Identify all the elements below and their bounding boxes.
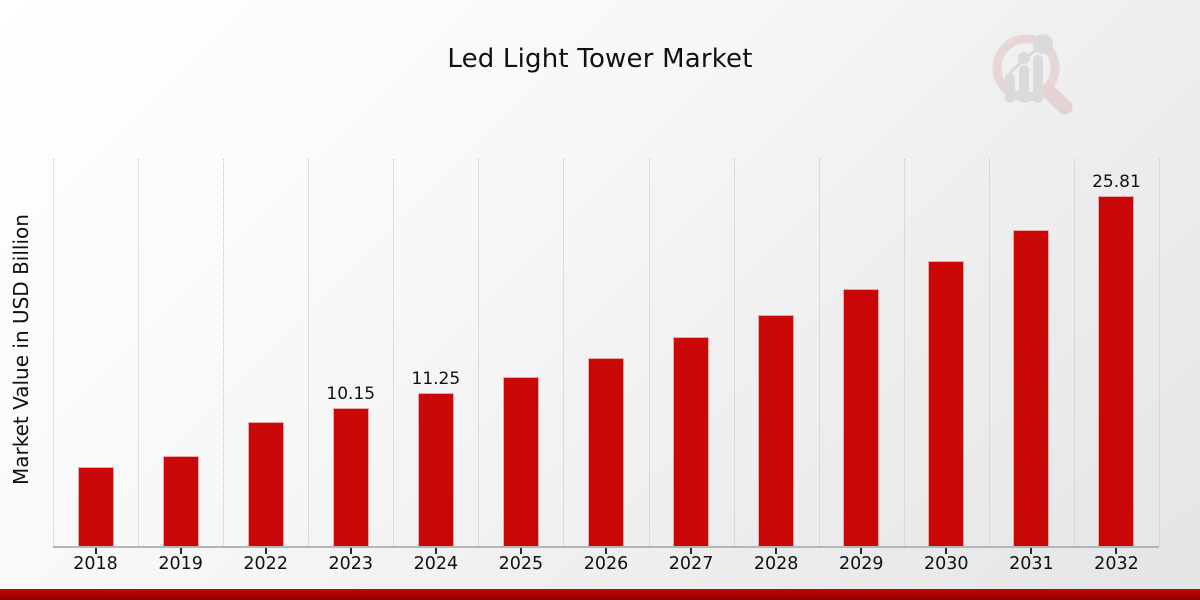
bar-2018 — [77, 467, 114, 546]
bar-2024 — [417, 393, 454, 546]
x-axis-tick — [94, 548, 97, 554]
x-axis-tick — [519, 548, 522, 554]
vertical-gridline — [223, 159, 225, 546]
vertical-gridline — [733, 159, 735, 546]
bar-2022 — [247, 421, 284, 546]
bar-2019 — [162, 455, 199, 546]
vertical-gridline — [478, 159, 480, 546]
bar-2030 — [928, 261, 965, 546]
magnifier-handle-icon — [1040, 83, 1073, 115]
x-axis-tick — [945, 548, 948, 554]
vertical-gridline — [393, 159, 395, 546]
x-axis-tick — [860, 548, 863, 554]
footer-accent-strip — [0, 589, 1200, 600]
vertical-gridline — [53, 159, 54, 546]
vertical-gridline — [1159, 159, 1160, 546]
bar-2023 — [332, 408, 369, 546]
x-axis-tick — [1030, 548, 1033, 554]
bar-2032 — [1098, 195, 1135, 546]
vertical-gridline — [818, 159, 820, 546]
x-tick-label-2027: 2027 — [668, 554, 714, 574]
x-axis-tick — [1115, 548, 1118, 554]
x-tick-label-2030: 2030 — [924, 554, 969, 574]
x-tick-label-2031: 2031 — [1009, 554, 1054, 574]
market-research-future-logo-watermark — [992, 34, 1073, 115]
x-tick-label-2025: 2025 — [498, 554, 544, 574]
x-tick-label-2024: 2024 — [413, 554, 459, 574]
y-axis-label: Market Value in USD Billion — [9, 214, 33, 486]
x-axis-tick — [179, 548, 182, 554]
trend-dot-large-icon — [1033, 34, 1053, 54]
bar-2025 — [502, 376, 539, 546]
x-tick-label-2023: 2023 — [328, 554, 374, 574]
x-tick-label-2018: 2018 — [73, 554, 118, 574]
bar-chart-bar1-icon — [1005, 73, 1015, 103]
bar-value-label-2024: 11.25 — [411, 369, 461, 390]
x-axis-tick — [690, 548, 693, 554]
bar-2028 — [758, 314, 795, 546]
x-tick-label-2029: 2029 — [838, 554, 884, 574]
bar-value-label-2032: 25.81 — [1092, 171, 1141, 192]
vertical-gridline — [988, 159, 990, 546]
plot-area: 2018 2019 2022 2023 2024 2025 2026 2027 2028 2029… — [53, 159, 1160, 574]
x-tick-label-2019: 2019 — [158, 554, 203, 574]
x-axis-tick — [775, 548, 778, 554]
x-tick-label-2032: 2032 — [1094, 554, 1139, 574]
vertical-gridline — [1073, 159, 1075, 546]
bar-2026 — [588, 357, 624, 546]
vertical-gridline — [648, 159, 650, 546]
chart-title: Led Light Tower Market — [447, 44, 753, 74]
bar-2031 — [1013, 230, 1050, 546]
vertical-gridline — [563, 159, 565, 546]
trend-dot-small-icon — [1018, 52, 1030, 64]
bar-2029 — [843, 289, 880, 546]
x-tick-label-2026: 2026 — [583, 554, 629, 574]
x-tick-label-2028: 2028 — [753, 554, 799, 574]
vertical-gridline — [138, 159, 140, 546]
bar-value-label-2023: 10.15 — [326, 384, 376, 405]
x-axis-tick — [264, 548, 267, 554]
x-axis-tick — [349, 548, 352, 554]
vertical-gridline — [308, 159, 310, 546]
vertical-gridline — [903, 159, 905, 546]
x-axis-tick — [605, 548, 607, 554]
bar-chart-bar3-icon — [1033, 55, 1043, 103]
x-axis-tick — [434, 548, 437, 554]
bar-2027 — [673, 337, 710, 546]
bar-chart-bar2-icon — [1019, 65, 1029, 103]
x-tick-label-2022: 2022 — [243, 554, 288, 574]
